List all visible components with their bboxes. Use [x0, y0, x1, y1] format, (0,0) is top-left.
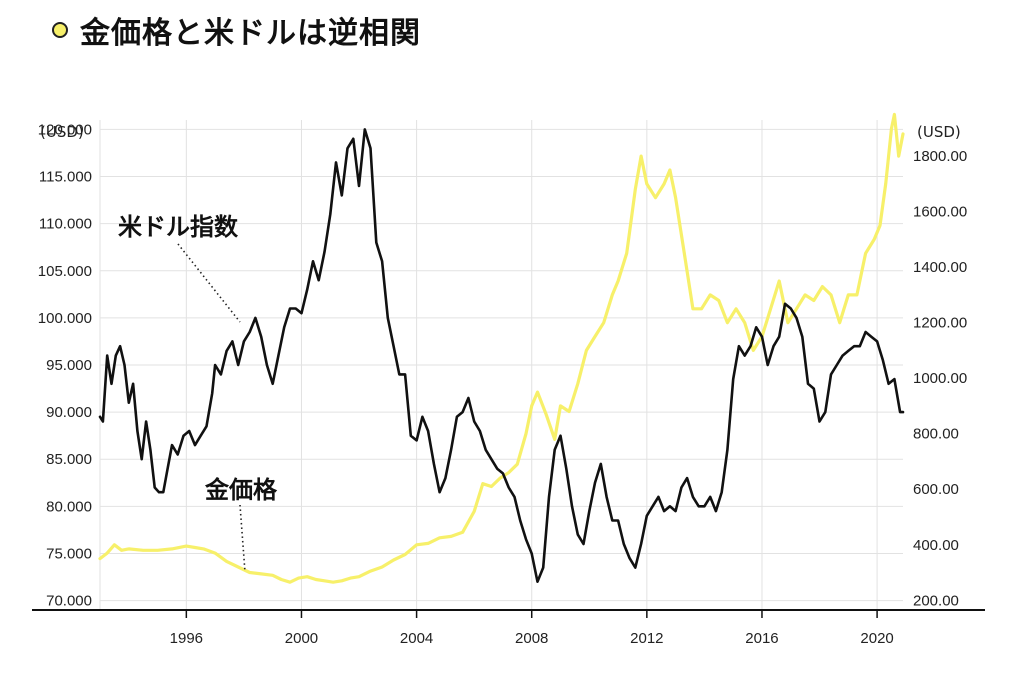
left-axis-unit: (USD) [40, 123, 84, 141]
x-tick-label: 2012 [630, 630, 663, 647]
right-tick-label: 1000.00 [913, 370, 967, 387]
left-tick-label: 120.000 [38, 121, 92, 138]
x-tick-label: 2008 [515, 630, 548, 647]
right-tick-label: 1600.00 [913, 204, 967, 221]
right-tick-label: 600.00 [913, 481, 959, 498]
dollar-index-line [98, 128, 905, 584]
axes: (USD) (USD) 70.000 75.000 80.000 85.000 90.0… [32, 121, 985, 647]
left-tick-label: 110.000 [39, 216, 92, 233]
grid [99, 120, 903, 610]
annotation-gold-price: 金価格 [204, 476, 278, 504]
right-tick-label: 800.00 [913, 426, 959, 443]
annotation-dollar-leader [177, 243, 241, 323]
x-tick-label: 2004 [400, 630, 433, 647]
annotation-dollar-index: 米ドル指数 [118, 213, 239, 241]
gold-price-line [98, 112, 905, 584]
title-text: 金価格と米ドルは逆相関 [80, 16, 421, 51]
series-lines [98, 112, 905, 584]
x-tick-label: 2016 [745, 630, 778, 647]
right-tick-label: 1200.00 [913, 315, 967, 332]
right-tick-label: 400.00 [913, 537, 959, 554]
left-tick-label: 70.000 [46, 593, 92, 610]
right-tick-label: 200.00 [913, 592, 959, 609]
left-tick-label: 90.000 [46, 404, 92, 421]
x-tick-label: 1996 [170, 630, 203, 647]
left-tick-label: 95.000 [46, 357, 92, 374]
left-tick-label: 85.000 [46, 451, 92, 468]
right-axis-unit: (USD) [917, 123, 961, 141]
annotation-gold-leader [239, 504, 246, 573]
left-tick-label: 105.000 [38, 263, 92, 280]
right-tick-label: 1400.00 [913, 259, 967, 276]
title-bullet-icon [52, 22, 68, 38]
chart-title: 金価格と米ドルは逆相関 [52, 8, 421, 52]
annotations: 米ドル指数 金価格 [118, 213, 278, 573]
x-tick-label: 2000 [285, 630, 318, 647]
left-tick-label: 80.000 [46, 498, 92, 515]
left-tick-label: 75.000 [46, 545, 92, 562]
right-tick-label: 1800.00 [913, 148, 967, 165]
left-tick-label: 115.000 [39, 169, 92, 186]
left-tick-label: 100.000 [38, 310, 92, 327]
x-tick-label: 2020 [860, 630, 893, 647]
